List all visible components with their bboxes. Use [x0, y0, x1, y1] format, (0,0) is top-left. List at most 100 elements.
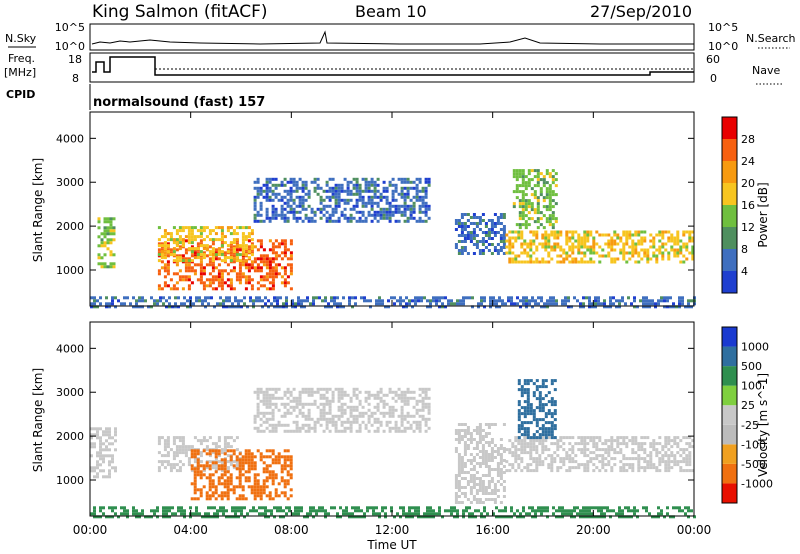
- data-cell: [288, 506, 291, 510]
- data-cell: [307, 408, 311, 412]
- data-cell: [550, 433, 554, 437]
- data-cell: [559, 248, 563, 252]
- data-cell: [259, 254, 263, 258]
- data-cell: [93, 515, 96, 519]
- data-cell: [538, 260, 542, 264]
- data-cell: [535, 436, 539, 440]
- data-cell: [280, 207, 284, 211]
- data-cell: [595, 448, 599, 452]
- data-cell: [238, 244, 242, 248]
- data-cell: [490, 441, 494, 444]
- data-cell: [307, 426, 311, 430]
- data-cell: [667, 442, 671, 446]
- data-cell: [205, 244, 209, 248]
- data-cell: [523, 439, 527, 443]
- data-cell: [102, 460, 105, 464]
- data-cell: [366, 506, 369, 510]
- data-cell: [277, 272, 281, 276]
- data-cell: [336, 302, 339, 306]
- data-cell: [298, 408, 302, 412]
- data-cell: [232, 260, 236, 264]
- data-cell: [518, 169, 522, 173]
- data-cell: [175, 232, 179, 236]
- data-cell: [619, 451, 623, 455]
- data-cell: [571, 457, 575, 461]
- data-cell: [460, 462, 464, 465]
- data-cell: [220, 253, 224, 257]
- data-cell: [250, 260, 254, 264]
- data-cell: [475, 243, 479, 246]
- data-cell: [328, 387, 332, 391]
- data-cell: [223, 467, 227, 471]
- data-cell: [652, 254, 656, 258]
- data-cell: [538, 460, 542, 464]
- data-cell: [90, 302, 93, 306]
- data-cell: [400, 396, 404, 400]
- data-cell: [534, 509, 537, 513]
- data-cell: [165, 305, 168, 309]
- data-cell: [652, 236, 656, 240]
- data-cell: [265, 213, 269, 217]
- data-cell: [553, 436, 557, 440]
- data-cell: [178, 278, 182, 282]
- data-cell: [262, 402, 266, 406]
- data-cell: [520, 385, 524, 389]
- data-cell: [135, 305, 138, 309]
- data-cell: [526, 245, 530, 249]
- data-cell: [610, 242, 614, 246]
- data-cell: [601, 442, 605, 446]
- data-cell: [99, 454, 102, 458]
- data-cell: [444, 509, 447, 513]
- data-cell: [180, 302, 183, 306]
- data-cell: [213, 515, 216, 519]
- data-cell: [536, 202, 540, 206]
- data-cell: [268, 494, 272, 498]
- data-cell: [205, 448, 209, 452]
- data-cell: [252, 506, 255, 510]
- data-cell: [289, 399, 293, 403]
- data-cell: [551, 211, 555, 215]
- data-cell: [568, 436, 572, 440]
- data-cell: [172, 250, 176, 254]
- data-cell: [199, 473, 203, 477]
- data-cell: [649, 457, 653, 461]
- data-cell: [586, 248, 590, 252]
- data-cell: [193, 272, 197, 276]
- data-cell: [517, 439, 521, 443]
- data-cell: [217, 436, 221, 440]
- data-cell: [93, 509, 96, 513]
- data-cell: [520, 451, 524, 455]
- data-cell: [418, 420, 422, 424]
- data-cell: [366, 509, 369, 513]
- data-cell: [310, 390, 314, 394]
- data-cell: [123, 296, 126, 300]
- data-cell: [496, 450, 500, 453]
- data-cell: [613, 260, 617, 264]
- data-cell: [588, 515, 591, 519]
- data-cell: [238, 272, 242, 276]
- data-cell: [465, 296, 468, 300]
- data-cell: [268, 497, 272, 501]
- data-cell: [541, 382, 545, 386]
- data-cell: [490, 228, 494, 231]
- data-cell: [289, 192, 293, 196]
- data-cell: [553, 248, 557, 252]
- data-cell: [271, 257, 275, 261]
- data-cell: [640, 242, 644, 246]
- data-cell: [355, 192, 359, 196]
- data-cell: [160, 260, 164, 264]
- data-cell: [100, 256, 104, 260]
- data-cell: [523, 382, 527, 386]
- data-cell: [331, 210, 335, 214]
- data-cell: [537, 506, 540, 510]
- data-cell: [661, 448, 665, 452]
- data-cell: [640, 257, 644, 261]
- data-cell: [562, 457, 566, 461]
- data-cell: [438, 512, 441, 516]
- data-cell: [536, 169, 540, 173]
- data-cell: [226, 485, 230, 489]
- data-cell: [97, 256, 101, 260]
- data-cell: [548, 190, 552, 194]
- data-cell: [90, 454, 93, 458]
